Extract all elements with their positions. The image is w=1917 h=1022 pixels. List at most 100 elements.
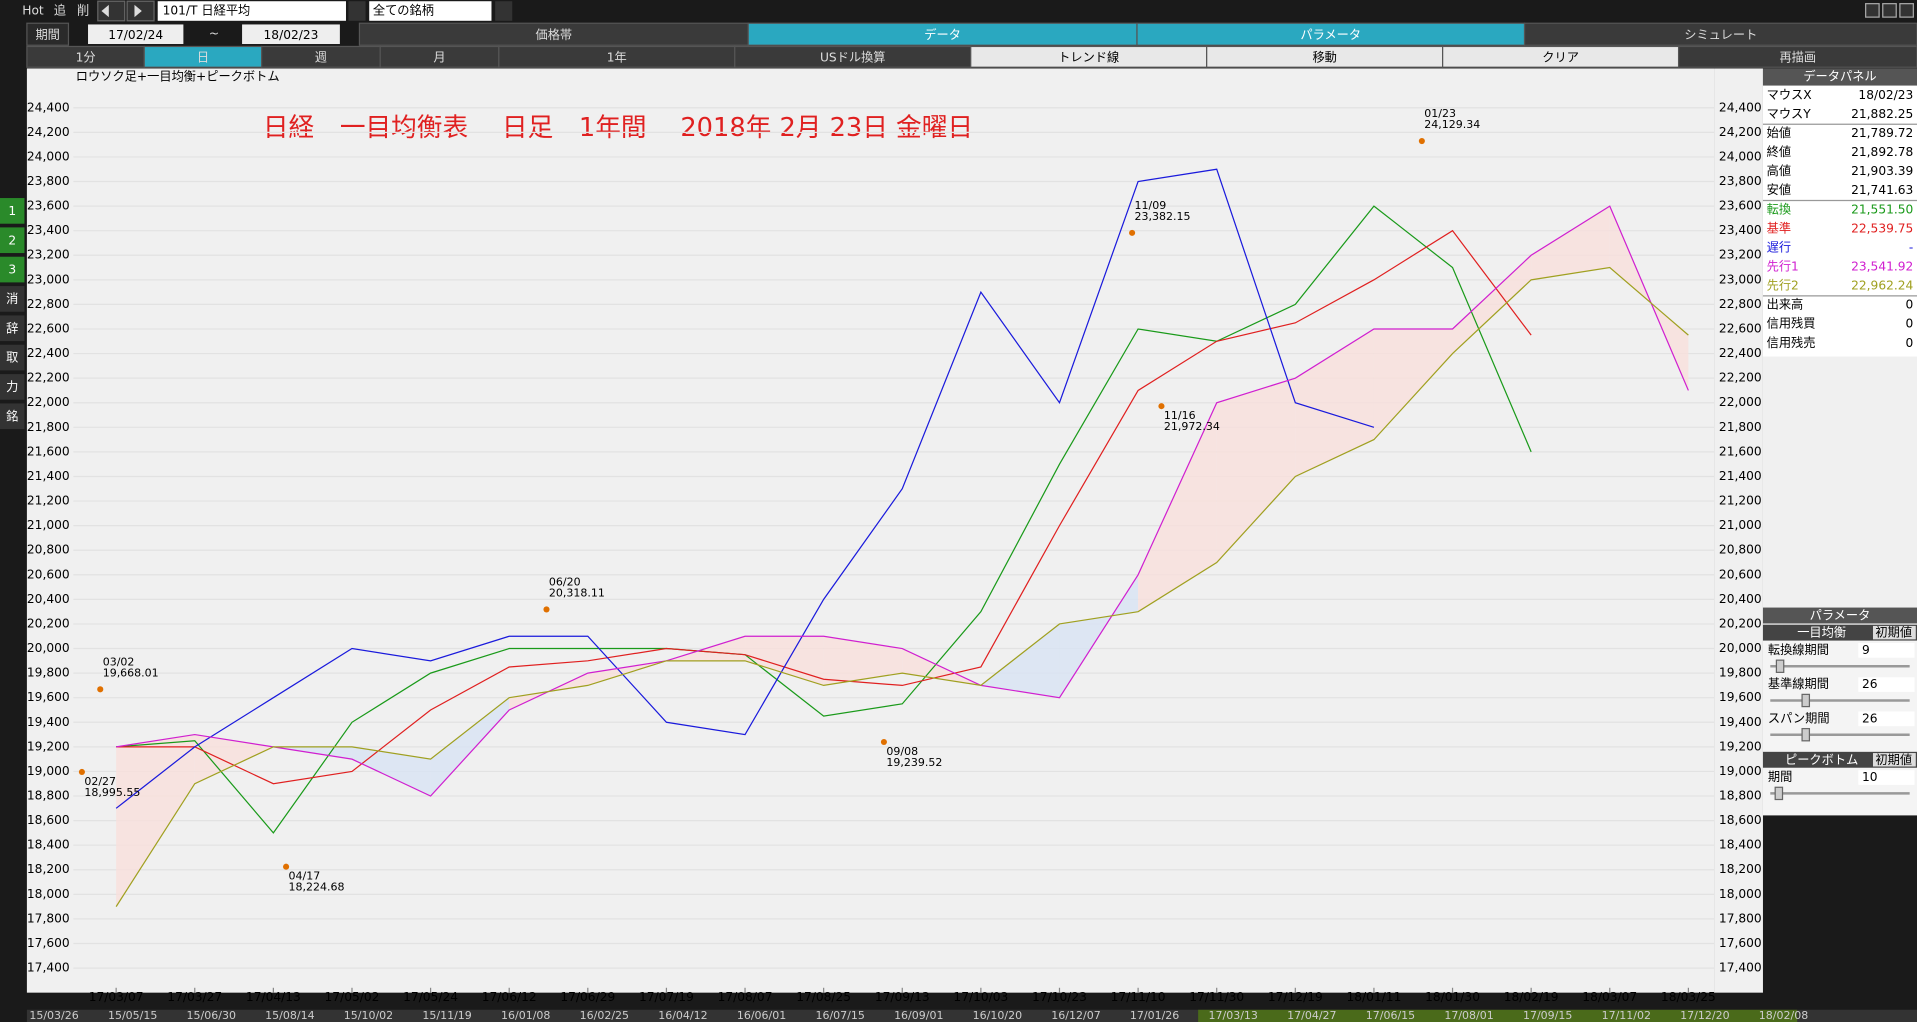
y-tick-label: 23,800 — [27, 174, 70, 188]
y-tick-label: 22,400 — [27, 346, 70, 360]
tab-bg[interactable] — [1523, 22, 1917, 46]
nav-button[interactable] — [97, 0, 126, 22]
symbol-text[interactable]: 101/T 日経平均 — [163, 4, 251, 18]
sidebar-button[interactable] — [0, 227, 25, 254]
view-button[interactable]: クリア — [1542, 51, 1579, 65]
peak-marker — [880, 738, 887, 746]
dropdown[interactable] — [495, 1, 513, 21]
peak-marker — [78, 768, 85, 776]
timeline-label: 17/04/27 — [1287, 1009, 1336, 1022]
reset-label[interactable]: 初期値 — [1875, 752, 1912, 767]
view-button[interactable]: 再描画 — [1779, 51, 1816, 65]
peak-marker — [543, 606, 550, 613]
sidebar-label[interactable]: 2 — [8, 233, 16, 247]
date-field[interactable] — [88, 24, 184, 45]
sidebar-button[interactable] — [0, 403, 25, 430]
x-tick-label: 17/05/24 — [403, 990, 458, 1004]
view-button[interactable]: 月 — [433, 51, 445, 65]
x-tick-label: 17/10/23 — [1032, 990, 1087, 1004]
cloud — [430, 697, 510, 797]
peak-date: 02/27 — [84, 775, 116, 788]
view-button[interactable]: 移動 — [1312, 51, 1336, 65]
sidebar-label[interactable]: 消 — [6, 292, 18, 306]
slider-knob[interactable] — [1775, 659, 1785, 673]
slider-knob[interactable] — [1801, 727, 1811, 742]
sidebar-button[interactable] — [0, 344, 25, 371]
x-tick-label: 17/08/07 — [718, 990, 773, 1004]
dropdown[interactable] — [348, 1, 366, 21]
view-button[interactable]: 1年 — [607, 51, 627, 65]
peak-value: 19,668.01 — [103, 666, 159, 679]
param-value[interactable]: 26 — [1862, 711, 1878, 725]
sidebar-label[interactable]: 銘 — [6, 408, 18, 423]
sidebar-button[interactable] — [0, 374, 25, 400]
sidebar-button[interactable] — [0, 256, 25, 283]
y-tick-label-right: 22,800 — [1719, 297, 1762, 311]
tool-label[interactable]: 削 — [77, 4, 89, 18]
tab[interactable]: シミュレート — [1684, 28, 1757, 42]
view-button-bg[interactable] — [1677, 45, 1917, 68]
view-button[interactable]: トレンド線 — [1058, 50, 1119, 65]
view-button[interactable]: 日 — [197, 51, 209, 65]
date-from[interactable]: 17/02/24 — [108, 28, 163, 42]
list-text[interactable]: 全ての銘柄 — [373, 3, 434, 18]
y-tick-label-right: 21,400 — [1719, 469, 1762, 483]
param-field[interactable] — [1858, 643, 1915, 658]
close-button[interactable] — [1899, 3, 1914, 18]
param-field[interactable] — [1858, 677, 1915, 692]
y-tick-label: 23,400 — [27, 223, 70, 237]
sidebar-button[interactable] — [0, 315, 25, 342]
y-tick-label: 22,000 — [27, 395, 70, 409]
slider-knob[interactable] — [1801, 693, 1811, 708]
sidebar-button[interactable] — [0, 286, 25, 312]
param-label: 期間 — [1768, 770, 1792, 784]
reset-button[interactable] — [1872, 753, 1916, 767]
view-button[interactable]: 週 — [315, 51, 327, 65]
reset-label[interactable]: 初期値 — [1875, 625, 1912, 640]
sidebar-label[interactable]: 辞 — [6, 320, 18, 335]
slider-knob[interactable] — [1774, 786, 1784, 801]
x-tick-label: 17/08/25 — [796, 990, 851, 1004]
param-value[interactable]: 9 — [1862, 643, 1870, 657]
param-field[interactable] — [1858, 770, 1915, 785]
timeline-label: 16/07/15 — [815, 1009, 864, 1022]
tab[interactable]: データ — [924, 27, 961, 42]
min-button[interactable] — [1865, 3, 1880, 18]
tool-label[interactable]: Hot — [22, 4, 44, 18]
sidebar-label[interactable]: 取 — [6, 351, 18, 365]
y-tick-label: 19,000 — [27, 764, 70, 778]
sidebar-label[interactable]: 1 — [8, 204, 16, 218]
date-field[interactable] — [242, 24, 340, 45]
y-tick-label-right: 23,600 — [1719, 199, 1762, 213]
peak-value: 24,129.34 — [1424, 118, 1480, 131]
tab[interactable]: 価格帯 — [535, 27, 572, 42]
sidebar-label[interactable]: 力 — [6, 380, 18, 394]
x-tick-label: 18/01/30 — [1425, 990, 1480, 1004]
tool-label[interactable]: 追 — [54, 3, 66, 18]
data-label: 終値 — [1767, 144, 1791, 159]
param-field[interactable] — [1858, 711, 1915, 727]
y-tick-label-right: 17,800 — [1719, 911, 1762, 925]
max-button[interactable] — [1882, 3, 1897, 18]
sidebar-label[interactable]: 3 — [8, 263, 16, 277]
view-button[interactable]: USドル換算 — [820, 50, 886, 65]
peak-marker — [97, 686, 104, 693]
reset-button[interactable] — [1872, 625, 1916, 640]
view-button[interactable]: 1分 — [76, 51, 96, 65]
y-tick-label-right: 23,000 — [1719, 272, 1762, 286]
cloud — [1138, 402, 1217, 612]
param-value[interactable]: 10 — [1862, 770, 1878, 784]
tab[interactable]: パラメータ — [1300, 28, 1361, 42]
param-value[interactable]: 26 — [1862, 677, 1878, 691]
param-label: スパン期間 — [1768, 711, 1830, 725]
y-tick-label-right: 23,400 — [1719, 223, 1762, 237]
y-tick-label-right: 24,200 — [1719, 125, 1762, 139]
list-field[interactable] — [369, 1, 492, 21]
sidebar-button[interactable] — [0, 198, 25, 224]
data-label: 先行2 — [1767, 279, 1799, 293]
y-tick-label: 22,200 — [27, 371, 70, 385]
symbol-field[interactable] — [157, 1, 346, 21]
timeline-range[interactable] — [1198, 1009, 1798, 1022]
date-to[interactable]: 18/02/23 — [264, 28, 319, 42]
